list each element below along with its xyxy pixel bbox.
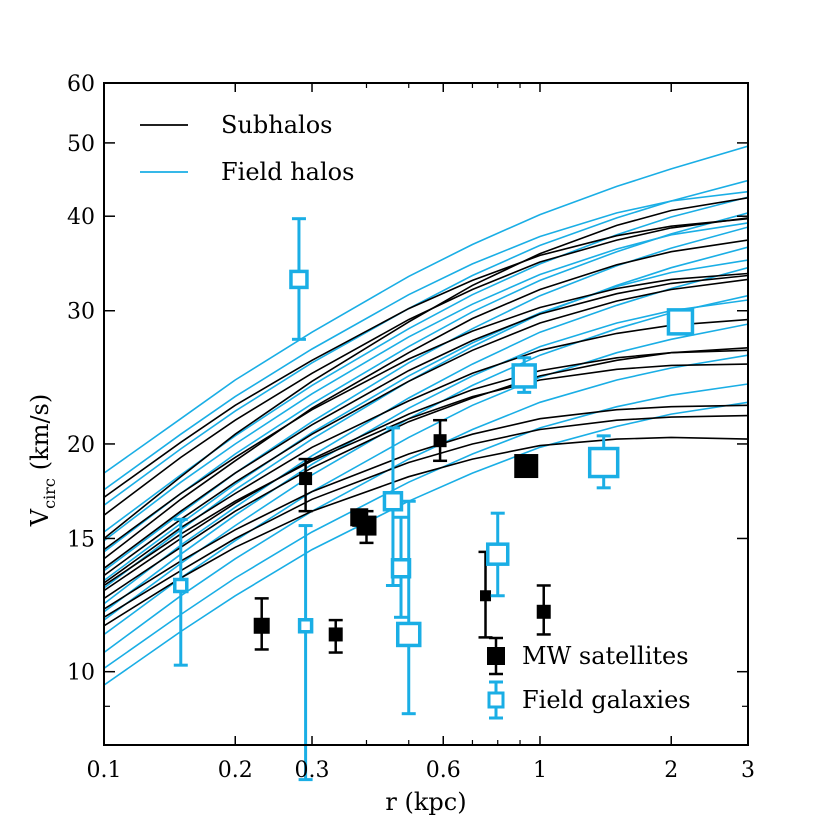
field-halo-curve-1 (104, 179, 748, 506)
y-tick-label-4: 40 (67, 205, 95, 230)
field-galaxy-1 (289, 217, 309, 341)
field-galaxy-9 (666, 308, 695, 336)
mw-satellite-marker-4 (356, 515, 377, 536)
field-galaxy-6 (485, 511, 510, 598)
axis-ticks: 0.1 0.2 0.3 0.6 1 2 3 10 15 20 30 40 50 60 (67, 72, 755, 783)
mw-satellite-4 (356, 509, 377, 545)
field-galaxy-marker-3 (382, 490, 404, 512)
y-axis-label: Vcirc (km/s) (26, 394, 59, 527)
legend-line-label-0: Subhalos (221, 111, 332, 139)
legend-curves: Subhalos Field halos (140, 111, 354, 186)
y-tick-label-3: 30 (67, 300, 95, 325)
field-galaxy-marker-4 (390, 558, 412, 579)
mw-satellite-marker-2 (328, 627, 343, 642)
legend-marker-1 (487, 680, 505, 720)
legend-marker-label-1: Field galaxies (522, 686, 691, 714)
field-galaxy-8 (587, 434, 620, 490)
x-tick-label-6: 3 (741, 758, 755, 783)
x-tick-label-2: 0.3 (295, 758, 330, 783)
field-halo-curve-14 (104, 259, 748, 582)
y-tick-label-1: 15 (67, 527, 95, 552)
legend-marker-0 (487, 636, 505, 676)
field-halo-curve-6 (104, 266, 748, 605)
field-galaxy-7 (511, 356, 537, 394)
field-galaxy-0 (173, 517, 189, 667)
field-galaxy-marker-9 (666, 308, 695, 336)
field-halo-curve-3 (104, 212, 748, 553)
subhalo-curve-3 (104, 414, 748, 618)
field-halo-curve-0 (104, 145, 748, 474)
field-halo-curve-2 (104, 196, 748, 533)
y-axis-label-sub: circ (40, 478, 59, 509)
mw-satellite-8 (536, 584, 551, 636)
subhalo-curve-8 (104, 274, 748, 569)
plot-frame (103, 82, 749, 746)
svg-text:Vcirc(km/s): Vcirc (km/s) (26, 394, 59, 527)
field-galaxy-5 (395, 499, 422, 716)
field-galaxy-marker-8 (587, 446, 620, 479)
halo-curves (104, 145, 748, 686)
y-axis-label-units: (km/s) (26, 394, 54, 470)
legend-points: MW satellites Field galaxies (487, 636, 691, 720)
mw-satellite-marker-5 (433, 434, 447, 448)
mw-satellite-7 (514, 454, 539, 479)
subhalo-curve-1 (104, 278, 748, 577)
field-galaxy-marker-6 (485, 542, 510, 566)
subhalo-curve-6 (104, 318, 748, 584)
field-galaxy-marker-2 (297, 618, 314, 634)
subhalo-curve-2 (104, 347, 748, 600)
mw-satellite-marker-7 (514, 454, 539, 479)
mw-satellite-5 (433, 418, 448, 463)
field-halo-curve-13 (104, 222, 748, 542)
subhalo-curve-10 (104, 436, 748, 627)
x-tick-label-4: 1 (533, 758, 547, 783)
legend-marker-label-0: MW satellites (522, 642, 689, 670)
mw-satellite-marker-0 (253, 617, 270, 634)
data-points (173, 217, 695, 782)
field-galaxy-marker-1 (289, 269, 309, 290)
y-tick-label-6: 60 (67, 72, 95, 97)
field-galaxy-marker-7 (511, 363, 537, 389)
mw-satellite-marker-6 (480, 590, 492, 602)
field-halo-curve-11 (104, 401, 748, 686)
mw-satellite-1 (298, 457, 313, 513)
legend-marker-symbol-0 (487, 647, 505, 665)
subhalo-curve-9 (104, 349, 748, 592)
legend-line-label-1: Field halos (221, 158, 354, 186)
subhalo-curve-13 (104, 363, 748, 587)
y-tick-label-5: 50 (67, 132, 95, 157)
legend-marker-symbol-1 (487, 691, 505, 709)
mw-satellite-0 (253, 597, 270, 651)
field-galaxy-marker-5 (395, 621, 422, 648)
field-halo-curve-12 (104, 190, 748, 491)
mw-satellite-marker-8 (536, 604, 551, 619)
field-galaxy-2 (297, 524, 314, 782)
x-axis-label: r (kpc) (385, 788, 466, 816)
y-tick-label-0: 10 (67, 661, 95, 686)
subhalo-curve-11 (104, 217, 748, 498)
field-halo-curve-15 (104, 299, 748, 613)
y-tick-label-2: 20 (67, 433, 95, 458)
subhalo-curve-5 (104, 239, 748, 560)
field-galaxy-4 (390, 515, 412, 619)
mw-satellite-2 (328, 618, 343, 654)
subhalo-curve-12 (104, 272, 748, 551)
x-tick-label-1: 0.2 (218, 758, 253, 783)
field-galaxy-marker-0 (173, 577, 189, 594)
mw-satellite-marker-1 (299, 472, 313, 486)
x-tick-label-0: 0.1 (87, 758, 122, 783)
subhalo-curve-4 (104, 197, 748, 540)
x-tick-label-5: 2 (664, 758, 678, 783)
x-tick-label-3: 0.6 (426, 758, 461, 783)
y-axis-label-main: V (26, 508, 54, 527)
